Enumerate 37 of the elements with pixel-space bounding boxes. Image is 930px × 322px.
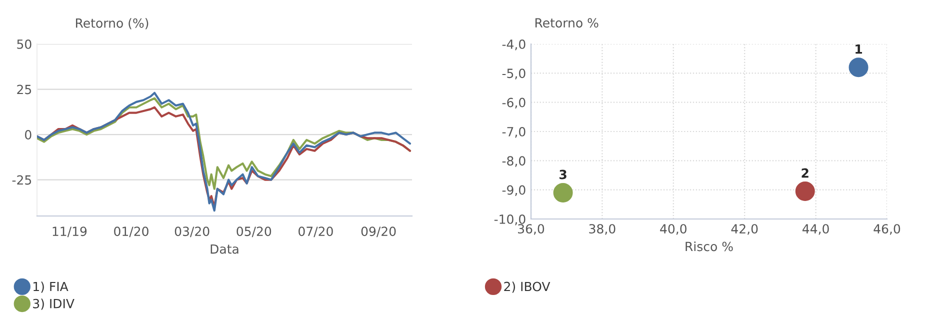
y-axis-title: Retorno % — [535, 18, 598, 28]
x-tick-label: 40,0 — [660, 224, 686, 235]
x-tick-label: 46,0 — [874, 224, 900, 235]
x-tick-label: 42,0 — [731, 224, 758, 235]
legend-label: 1) FIA — [34, 282, 68, 293]
y-tick-label: 50 — [17, 39, 32, 49]
x-axis-title: Data — [210, 244, 238, 254]
x-tick-label: 36,0 — [518, 224, 544, 235]
x-tick-label: 44,0 — [802, 224, 829, 235]
y-tick-label: -4,0 — [502, 39, 526, 50]
y-tick-label: -6,0 — [502, 98, 526, 109]
x-tick-label: 05/20 — [236, 226, 272, 238]
x-axis-title: Risco % — [686, 242, 733, 252]
y-tick-label: -9,0 — [502, 185, 526, 196]
x-tick-label: 09/20 — [361, 226, 396, 238]
legend-label: 2) IBOV — [504, 282, 550, 293]
y-axis-title: Retorno (%) — [76, 18, 148, 30]
x-tick-label: 03/20 — [174, 226, 210, 238]
y-tick-label: -10,0 — [494, 214, 526, 226]
y-tick-label: -25 — [12, 175, 32, 185]
annotation: 1 — [856, 44, 862, 54]
annotation: 2 — [802, 168, 808, 178]
y-tick-label: 25 — [17, 84, 32, 94]
x-tick-label: 38,0 — [589, 224, 616, 235]
annotation: 3 — [560, 170, 566, 180]
point — [795, 182, 815, 202]
x-tick-label: 11/19 — [52, 226, 87, 238]
y-tick-label: 0 — [25, 130, 32, 140]
y-tick-label: -8,0 — [502, 156, 526, 167]
legend-label: 3) IDIV — [33, 298, 74, 310]
point — [553, 183, 573, 202]
x-tick-label: 01/20 — [114, 226, 148, 238]
y-tick-label: -5,0 — [502, 68, 526, 80]
x-tick-label: 07/20 — [298, 226, 333, 238]
point — [848, 58, 868, 78]
line-series — [37, 92, 412, 212]
y-tick-label: -7,0 — [502, 126, 526, 138]
